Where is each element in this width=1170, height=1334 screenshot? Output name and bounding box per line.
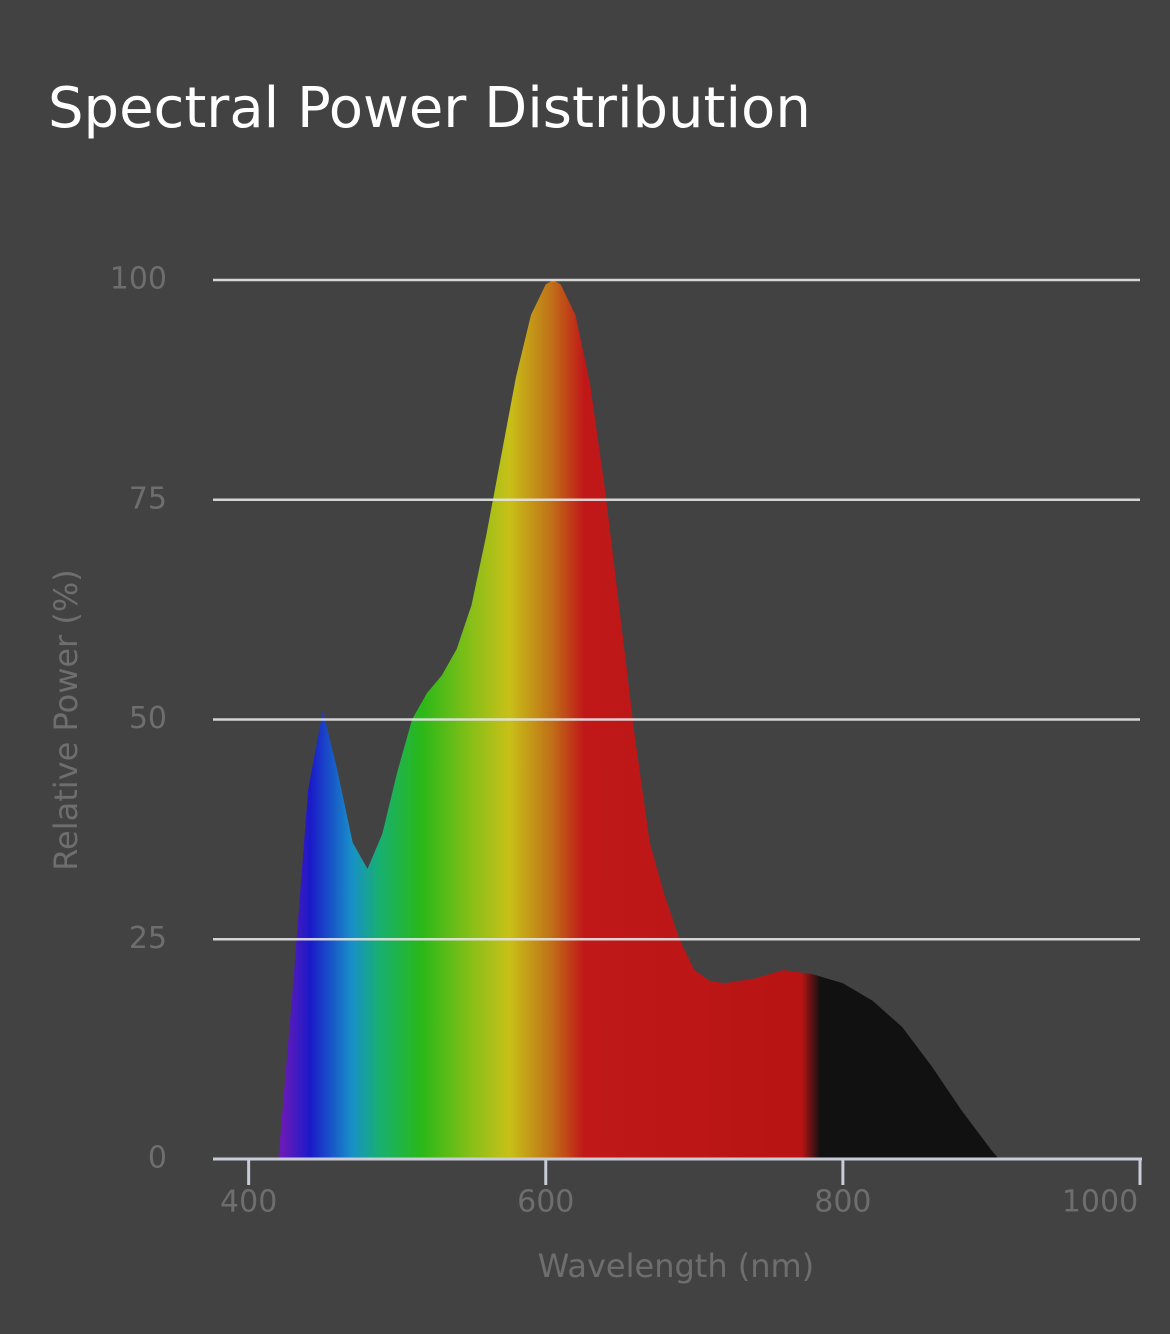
- x-tick-label: 600: [517, 1185, 574, 1220]
- x-tick-label: 400: [220, 1185, 277, 1220]
- x-tick-label: 800: [814, 1185, 871, 1220]
- y-tick-label: 75: [129, 481, 167, 516]
- x-tick-label: 1000: [1062, 1185, 1138, 1220]
- y-tick-label: 0: [148, 1141, 167, 1176]
- chart-title: Spectral Power Distribution: [48, 76, 811, 141]
- y-tick-label: 25: [129, 921, 167, 956]
- y-tick-label: 50: [129, 701, 167, 736]
- y-axis-label: Relative Power (%): [47, 569, 85, 871]
- y-tick-label: 100: [110, 262, 167, 297]
- x-axis-label: Wavelength (nm): [538, 1247, 814, 1285]
